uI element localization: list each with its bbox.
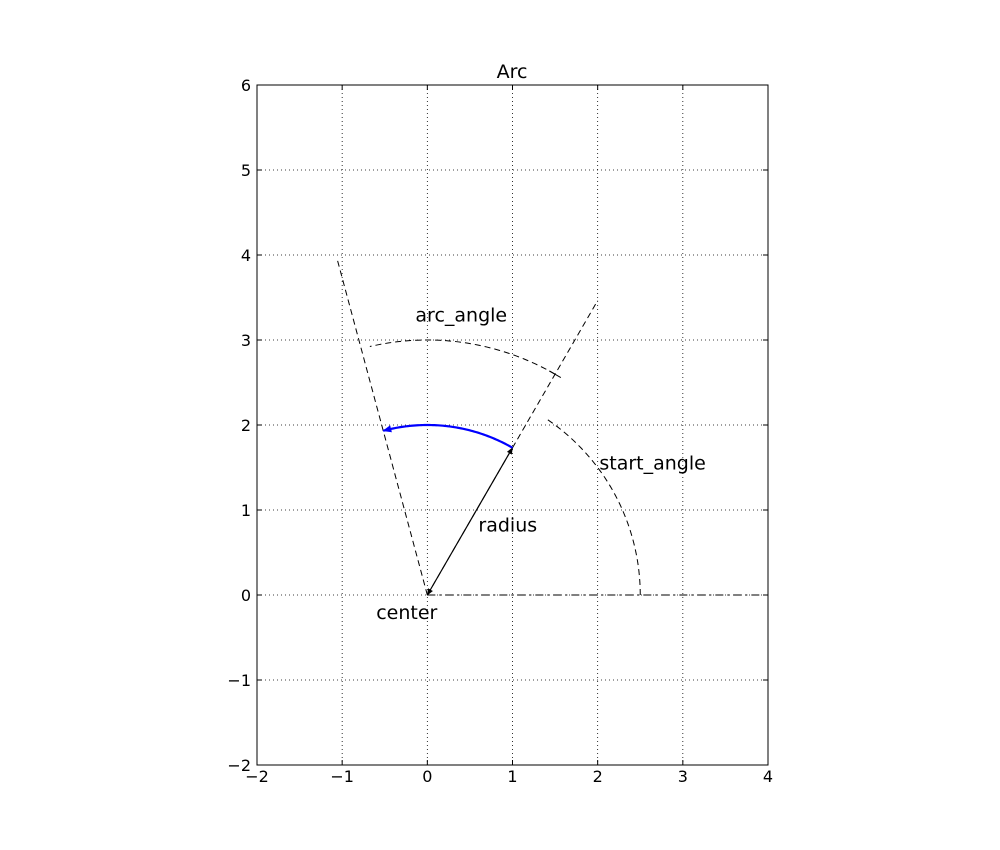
x-tick-label: 0 <box>422 767 432 786</box>
x-tick-label: 4 <box>763 767 773 786</box>
y-tick-label: −2 <box>227 756 251 775</box>
arc-marks <box>382 423 514 596</box>
x-tick-label: 1 <box>507 767 517 786</box>
radius-arrow <box>426 447 514 596</box>
x-tick-label: 3 <box>678 767 688 786</box>
plot-frame <box>256 84 769 766</box>
chart-title: Arc <box>497 61 528 83</box>
start-angle-arc <box>546 418 641 596</box>
y-tick-label: 3 <box>241 331 251 350</box>
y-tick-label: 0 <box>241 586 251 605</box>
arc-angle-arc <box>369 339 556 375</box>
annotation-start-angle: start_angle <box>599 452 705 474</box>
annotation-radius: radius <box>478 514 537 536</box>
end-angle-ray <box>336 258 428 596</box>
x-tick-label: 2 <box>593 767 603 786</box>
axis-ticks: −2 −1 0 1 2 3 4 −2 −1 0 1 2 3 4 5 6 <box>227 76 773 786</box>
x-tick-label: −2 <box>245 767 269 786</box>
annotations: center radius start_angle arc_angle <box>376 305 706 625</box>
grid-lines <box>257 85 768 765</box>
y-tick-label: −1 <box>227 671 251 690</box>
y-tick-label: 2 <box>241 416 251 435</box>
y-tick-label: 5 <box>241 161 251 180</box>
x-tick-label: −1 <box>330 767 354 786</box>
y-tick-label: 4 <box>241 246 251 265</box>
annotation-arc-angle: arc_angle <box>415 305 507 327</box>
arc-curve <box>382 423 514 449</box>
y-tick-label: 1 <box>241 501 251 520</box>
annotation-center: center <box>376 602 437 624</box>
arc-angle-tick <box>548 370 562 379</box>
y-tick-label: 6 <box>241 76 251 95</box>
